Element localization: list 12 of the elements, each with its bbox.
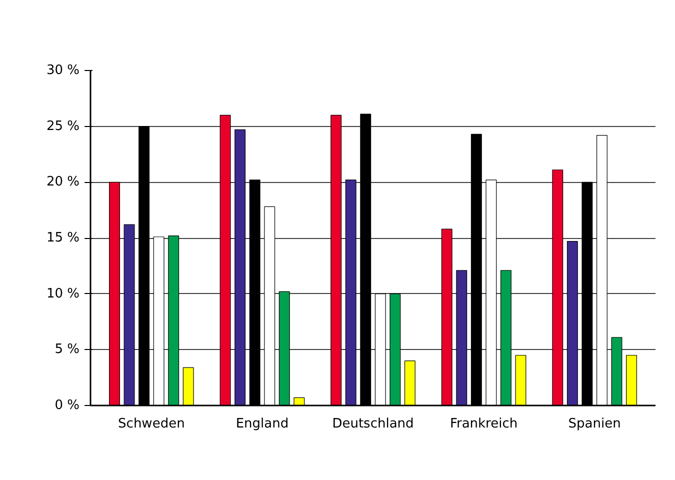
y-tick-label: 0 % (54, 398, 80, 413)
x-tick-label: Deutschland (332, 416, 414, 432)
x-tick-label: Schweden (118, 416, 185, 432)
y-tick-label: 5 % (54, 342, 80, 358)
x-tick-label: Frankreich (450, 416, 518, 432)
y-tick-label: 25 % (46, 118, 80, 134)
y-tick-label: 15 % (46, 230, 80, 246)
x-tick-label: Spanien (568, 416, 621, 432)
y-tick-label: 30 % (46, 63, 80, 78)
y-tick-label: 20 % (46, 174, 80, 190)
x-tick-label: England (236, 416, 289, 432)
y-tick-label: 10 % (46, 286, 80, 302)
